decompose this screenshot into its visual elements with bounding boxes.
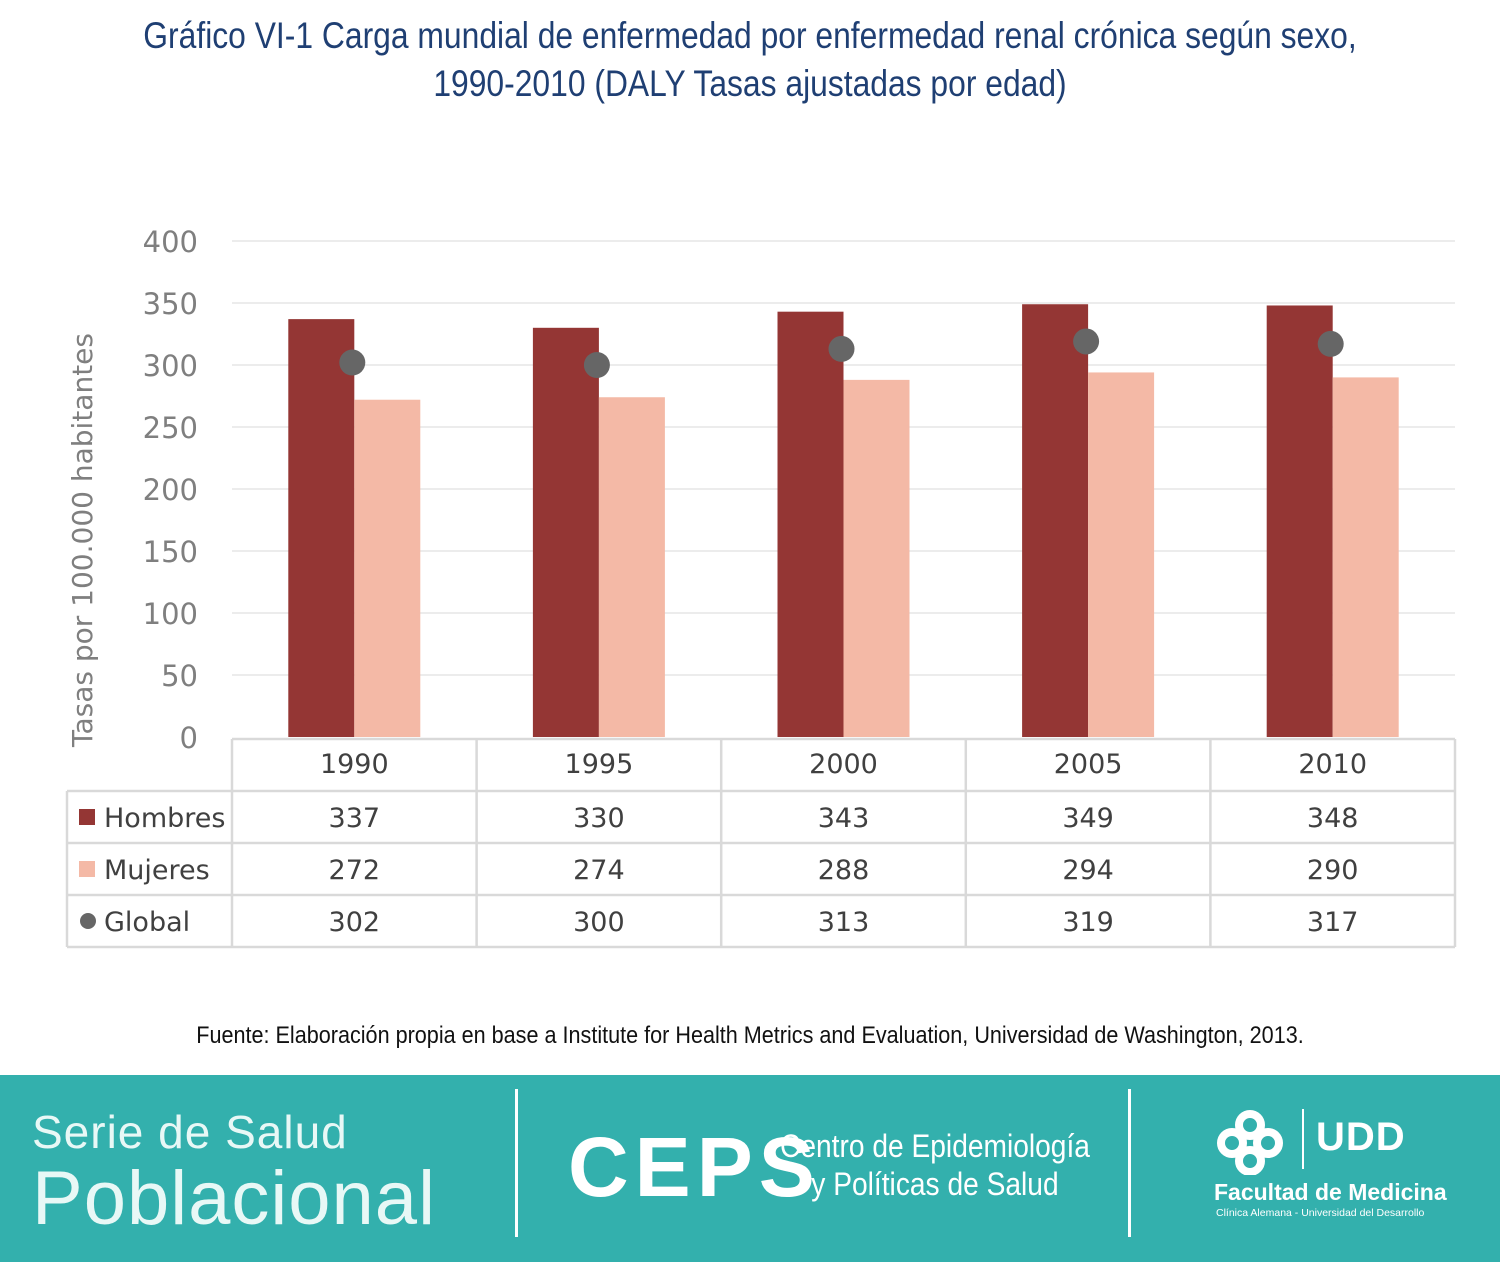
data-label: 272 [329, 855, 381, 886]
x-tick-label: 1990 [320, 749, 389, 780]
bar-hombres [532, 327, 599, 737]
data-label: 288 [818, 855, 870, 886]
y-tick-label: 150 [143, 535, 198, 569]
faculty-emblem-icon [1217, 1110, 1283, 1176]
legend-key-mujeres [79, 861, 95, 877]
logo-divider [1302, 1109, 1304, 1169]
ceps-subtitle: Centro de Epidemiología y Políticas de S… [780, 1127, 1090, 1203]
dot-global [1073, 328, 1100, 355]
ceps-subtitle-line-2: y Políticas de Salud [811, 1166, 1059, 1202]
source-note: Fuente: Elaboración propia en base a Ins… [196, 1022, 1304, 1049]
data-label: 319 [1062, 907, 1114, 938]
bar-hombres [1266, 305, 1333, 737]
footer-divider [515, 1089, 518, 1237]
y-axis-title: Tasas por 100.000 habitantes [66, 333, 99, 748]
data-label: 348 [1307, 803, 1359, 834]
bar-hombres [1022, 304, 1089, 737]
legend-key-hombres [79, 809, 95, 825]
x-tick-label: 2010 [1298, 749, 1367, 780]
faculty-name: Facultad de Medicina [1214, 1179, 1447, 1205]
bar-mujeres [843, 379, 910, 737]
legend-label: Hombres [104, 803, 225, 834]
bar-hombres [777, 311, 844, 737]
data-label: 343 [818, 803, 870, 834]
footer-banner: Serie de Salud Poblacional CEPS Centro d… [0, 1075, 1500, 1262]
dot-global [1317, 330, 1344, 357]
y-tick-label: 50 [161, 659, 198, 693]
data-label: 330 [573, 803, 625, 834]
ceps-subtitle-line-1: Centro de Epidemiología [780, 1128, 1090, 1164]
y-tick-label: 200 [143, 473, 198, 507]
legend-label: Global [104, 907, 190, 938]
data-label: 317 [1307, 907, 1359, 938]
bar-mujeres [1088, 372, 1155, 737]
data-label: 302 [329, 907, 381, 938]
dot-global [583, 352, 610, 378]
legend-label: Mujeres [104, 855, 210, 886]
data-label: 313 [818, 907, 870, 938]
dot-global [828, 335, 855, 362]
data-label: 337 [329, 803, 381, 834]
y-tick-label: 250 [143, 411, 198, 445]
chart: 0 50 100 150 200 250 300 350 400 Tasas por 100.0… [65, 225, 1457, 949]
bar-mujeres [1332, 377, 1399, 737]
legend-key-global [80, 913, 96, 929]
data-label: 294 [1062, 855, 1114, 886]
chart-title: Gráfico VI-1 Carga mundial de enfermedad… [105, 12, 1395, 108]
series-name-line-1: Serie de Salud [32, 1106, 348, 1158]
bar-hombres [288, 319, 355, 737]
udd-logo: UDD Facultad de Medicina Clínica Alemana… [1210, 1109, 1447, 1249]
ceps-logo: CEPS [568, 1120, 821, 1214]
data-label: 290 [1307, 855, 1359, 886]
udd-wordmark: UDD [1316, 1115, 1406, 1159]
y-tick-label: 0 [180, 721, 198, 755]
x-tick-label: 1995 [565, 749, 634, 780]
faculty-subtitle: Clínica Alemana - Universidad del Desarr… [1216, 1207, 1425, 1219]
data-label: 349 [1062, 803, 1114, 834]
y-tick-label: 300 [143, 349, 198, 383]
y-tick-label: 400 [143, 225, 198, 259]
data-label: 300 [573, 907, 625, 938]
chart-title-line-2: 1990-2010 (DALY Tasas ajustadas por edad… [433, 63, 1067, 104]
chart-title-line-1: Gráfico VI-1 Carga mundial de enfermedad… [143, 15, 1357, 56]
y-tick-label: 100 [143, 597, 198, 631]
x-tick-label: 2005 [1054, 749, 1123, 780]
dot-global [339, 349, 366, 376]
x-tick-label: 2000 [809, 749, 878, 780]
y-tick-label: 350 [143, 287, 198, 321]
series-name-line-2: Poblacional [32, 1156, 436, 1241]
footer-divider [1128, 1089, 1131, 1237]
bar-mujeres [598, 397, 665, 737]
data-label: 274 [573, 855, 625, 886]
bar-mujeres [354, 399, 421, 737]
